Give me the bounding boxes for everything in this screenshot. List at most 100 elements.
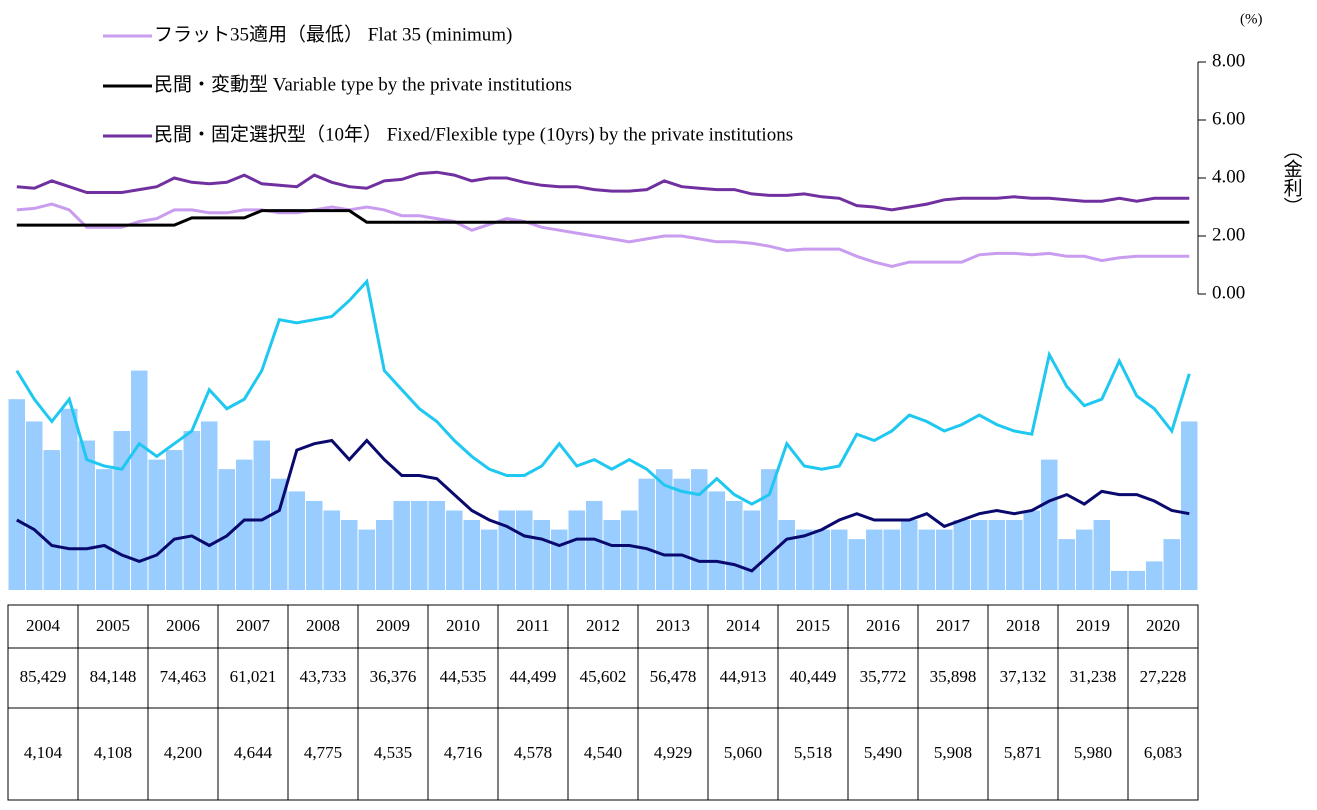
table-header: 2013	[656, 616, 690, 635]
bar	[533, 520, 550, 590]
table-header: 2012	[586, 616, 620, 635]
bar	[218, 469, 235, 590]
bar	[918, 529, 935, 590]
table-cell: 27,228	[1140, 667, 1187, 686]
bar	[901, 520, 918, 590]
table-cell: 84,148	[90, 667, 137, 686]
table-cell: 31,238	[1070, 667, 1117, 686]
table-cell: 44,535	[440, 667, 487, 686]
table-border	[7, 604, 1199, 801]
bar	[8, 399, 25, 590]
table-header: 2016	[866, 616, 900, 635]
table-cell: 56,478	[650, 667, 697, 686]
table-cell: 4,578	[514, 743, 552, 762]
table-cell: 4,929	[654, 743, 692, 762]
bar	[656, 469, 673, 590]
table-header: 2017	[936, 616, 971, 635]
bar	[778, 520, 795, 590]
bar	[638, 478, 655, 590]
series-line	[15, 278, 1191, 506]
bar	[26, 421, 43, 590]
table-cell: 4,775	[304, 743, 342, 762]
bar	[971, 520, 988, 590]
table-cell: 35,898	[930, 667, 977, 686]
table-cell: 4,716	[444, 743, 482, 762]
table-cell: 4,108	[94, 743, 132, 762]
bar	[726, 500, 743, 590]
bar	[376, 520, 393, 590]
bar	[428, 500, 445, 590]
bar	[1093, 520, 1110, 590]
bar	[691, 469, 708, 590]
bar	[498, 510, 515, 590]
y2-tick-label: 4.00	[1212, 166, 1245, 187]
table-cell: 5,908	[934, 743, 972, 762]
table-header: 2015	[796, 616, 830, 635]
table-header: 2020	[1146, 616, 1180, 635]
bar	[796, 529, 813, 590]
bar	[953, 520, 970, 590]
bar	[761, 469, 778, 590]
table-cell: 44,499	[510, 667, 557, 686]
y2-tick-label: 6.00	[1212, 108, 1245, 129]
bar	[1041, 459, 1058, 590]
bar	[813, 529, 830, 590]
bar	[988, 520, 1005, 590]
bar	[183, 431, 200, 590]
series-line	[16, 438, 1190, 573]
bar	[393, 500, 410, 590]
table-cell: 43,733	[300, 667, 347, 686]
bar	[673, 478, 690, 590]
bar	[253, 440, 270, 590]
legend-label: 民間・固定選択型（10年） Fixed/Flexible type (10yrs…	[154, 123, 793, 145]
table-header: 2018	[1006, 616, 1040, 635]
table-cell: 44,913	[720, 667, 767, 686]
table-header: 2005	[96, 616, 130, 635]
table-cell: 6,083	[1144, 743, 1182, 762]
bar	[603, 520, 620, 590]
y2-tick-label: 2.00	[1212, 224, 1245, 245]
bar	[1146, 561, 1163, 590]
bar	[1128, 570, 1145, 590]
bar	[236, 459, 253, 590]
bar	[1058, 539, 1075, 590]
bar	[1181, 421, 1198, 590]
table-cell: 4,540	[584, 743, 622, 762]
table-header: 2004	[26, 616, 61, 635]
bar	[148, 459, 165, 590]
bar	[358, 529, 375, 590]
bar	[411, 500, 428, 590]
table-header: 2009	[376, 616, 410, 635]
table-header: 2019	[1076, 616, 1110, 635]
bar	[568, 510, 585, 590]
bar	[621, 510, 638, 590]
bar	[131, 370, 148, 590]
y2-title: （金利）	[1281, 140, 1303, 216]
bar	[446, 510, 463, 590]
table-cell: 61,021	[230, 667, 277, 686]
table-cell: 4,535	[374, 743, 412, 762]
table-cell: 5,490	[864, 743, 902, 762]
table-cell: 5,980	[1074, 743, 1112, 762]
bar	[1111, 570, 1128, 590]
bar	[866, 529, 883, 590]
series-line	[16, 170, 1190, 212]
bar	[1023, 510, 1040, 590]
bar	[61, 408, 78, 590]
table-cell: 5,871	[1004, 743, 1042, 762]
bar	[306, 500, 323, 590]
bar	[201, 421, 218, 590]
bar	[831, 529, 848, 590]
bar	[463, 520, 480, 590]
bar	[271, 478, 288, 590]
bar	[516, 510, 533, 590]
table-header: 2011	[516, 616, 549, 635]
legend-label: フラット35適用（最低） Flat 35 (minimum)	[154, 23, 512, 45]
table-header: 2010	[446, 616, 480, 635]
bar	[1163, 539, 1180, 590]
bar	[113, 431, 130, 590]
y2-tick-label: 8.00	[1212, 50, 1245, 71]
table-cell: 35,772	[860, 667, 907, 686]
series-line	[16, 209, 1190, 227]
